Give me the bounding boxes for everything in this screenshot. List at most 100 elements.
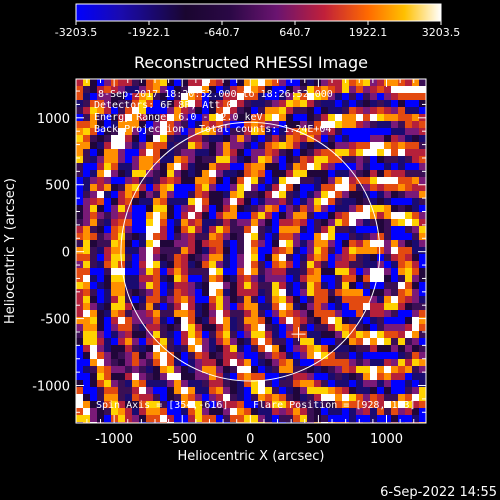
heatmap-pixel bbox=[216, 149, 223, 156]
heatmap-pixel bbox=[265, 415, 272, 422]
heatmap-pixel bbox=[90, 296, 97, 303]
heatmap-pixel bbox=[286, 268, 293, 275]
heatmap-pixel bbox=[258, 240, 265, 247]
heatmap-pixel bbox=[398, 191, 405, 198]
heatmap-pixel bbox=[356, 184, 363, 191]
heatmap-pixel bbox=[321, 226, 328, 233]
heatmap-pixel bbox=[384, 240, 391, 247]
heatmap-pixel bbox=[160, 93, 167, 100]
heatmap-pixel bbox=[398, 317, 405, 324]
heatmap-pixel bbox=[160, 86, 167, 93]
heatmap-pixel bbox=[216, 408, 223, 415]
heatmap-pixel bbox=[118, 275, 125, 282]
heatmap-pixel bbox=[384, 107, 391, 114]
heatmap-pixel bbox=[209, 401, 216, 408]
heatmap-pixel bbox=[286, 296, 293, 303]
heatmap-pixel bbox=[293, 184, 300, 191]
heatmap-pixel bbox=[398, 198, 405, 205]
heatmap-pixel bbox=[111, 345, 118, 352]
heatmap-pixel bbox=[286, 205, 293, 212]
heatmap-pixel bbox=[132, 394, 139, 401]
heatmap-pixel bbox=[209, 114, 216, 121]
heatmap-pixel bbox=[412, 121, 419, 128]
heatmap-pixel bbox=[300, 408, 307, 415]
heatmap-pixel bbox=[111, 317, 118, 324]
heatmap-pixel bbox=[300, 247, 307, 254]
heatmap-pixel bbox=[209, 100, 216, 107]
heatmap-pixel bbox=[202, 86, 209, 93]
heatmap-pixel bbox=[377, 226, 384, 233]
heatmap-pixel bbox=[188, 177, 195, 184]
heatmap-pixel bbox=[419, 303, 426, 310]
heatmap-pixel bbox=[349, 366, 356, 373]
heatmap-pixel bbox=[258, 128, 265, 135]
heatmap-pixel bbox=[314, 317, 321, 324]
heatmap-pixel bbox=[146, 317, 153, 324]
heatmap-pixel bbox=[405, 86, 412, 93]
heatmap-pixel bbox=[384, 331, 391, 338]
heatmap-pixel bbox=[76, 324, 83, 331]
heatmap-pixel bbox=[83, 282, 90, 289]
heatmap-pixel bbox=[188, 373, 195, 380]
heatmap-pixel bbox=[258, 247, 265, 254]
heatmap-pixel bbox=[160, 198, 167, 205]
heatmap-pixel bbox=[349, 121, 356, 128]
heatmap-pixel bbox=[314, 163, 321, 170]
heatmap-pixel bbox=[195, 86, 202, 93]
heatmap-pixel bbox=[342, 121, 349, 128]
heatmap-pixel bbox=[181, 149, 188, 156]
heatmap-pixel bbox=[398, 205, 405, 212]
heatmap-pixel bbox=[265, 79, 272, 86]
heatmap-pixel bbox=[90, 107, 97, 114]
heatmap-pixel bbox=[139, 331, 146, 338]
heatmap-pixel bbox=[307, 387, 314, 394]
heatmap-pixel bbox=[132, 366, 139, 373]
heatmap-pixel bbox=[419, 170, 426, 177]
heatmap-pixel bbox=[223, 338, 230, 345]
heatmap-pixel bbox=[237, 170, 244, 177]
heatmap-pixel bbox=[104, 100, 111, 107]
heatmap-pixel bbox=[202, 359, 209, 366]
heatmap-pixel bbox=[195, 324, 202, 331]
heatmap-pixel bbox=[167, 338, 174, 345]
heatmap-pixel bbox=[167, 86, 174, 93]
heatmap-pixel bbox=[132, 352, 139, 359]
heatmap-pixel bbox=[216, 359, 223, 366]
heatmap-pixel bbox=[286, 86, 293, 93]
heatmap-pixel bbox=[216, 289, 223, 296]
heatmap-pixel bbox=[258, 177, 265, 184]
heatmap-pixel bbox=[286, 184, 293, 191]
heatmap-pixel bbox=[139, 212, 146, 219]
heatmap-pixel bbox=[349, 331, 356, 338]
heatmap-pixel bbox=[398, 170, 405, 177]
heatmap-pixel bbox=[132, 387, 139, 394]
heatmap-pixel bbox=[272, 233, 279, 240]
heatmap-pixel bbox=[342, 254, 349, 261]
heatmap-pixel bbox=[202, 240, 209, 247]
heatmap-pixel bbox=[384, 282, 391, 289]
heatmap-pixel bbox=[195, 219, 202, 226]
heatmap-pixel bbox=[125, 408, 132, 415]
heatmap-pixel bbox=[153, 317, 160, 324]
heatmap-pixel bbox=[209, 310, 216, 317]
heatmap-pixel bbox=[307, 359, 314, 366]
heatmap-pixel bbox=[146, 359, 153, 366]
heatmap-pixel bbox=[419, 135, 426, 142]
heatmap-pixel bbox=[300, 268, 307, 275]
heatmap-pixel bbox=[188, 121, 195, 128]
heatmap-pixel bbox=[237, 198, 244, 205]
heatmap-pixel bbox=[167, 401, 174, 408]
heatmap-pixel bbox=[111, 366, 118, 373]
heatmap-pixel bbox=[111, 240, 118, 247]
heatmap-pixel bbox=[195, 170, 202, 177]
heatmap-pixel bbox=[356, 142, 363, 149]
heatmap-pixel bbox=[153, 100, 160, 107]
heatmap-pixel bbox=[349, 345, 356, 352]
heatmap-pixel bbox=[363, 310, 370, 317]
heatmap-pixel bbox=[328, 114, 335, 121]
heatmap-pixel bbox=[97, 324, 104, 331]
heatmap-pixel bbox=[356, 380, 363, 387]
heatmap-pixel bbox=[335, 191, 342, 198]
heatmap-pixel bbox=[167, 156, 174, 163]
heatmap-pixel bbox=[104, 289, 111, 296]
